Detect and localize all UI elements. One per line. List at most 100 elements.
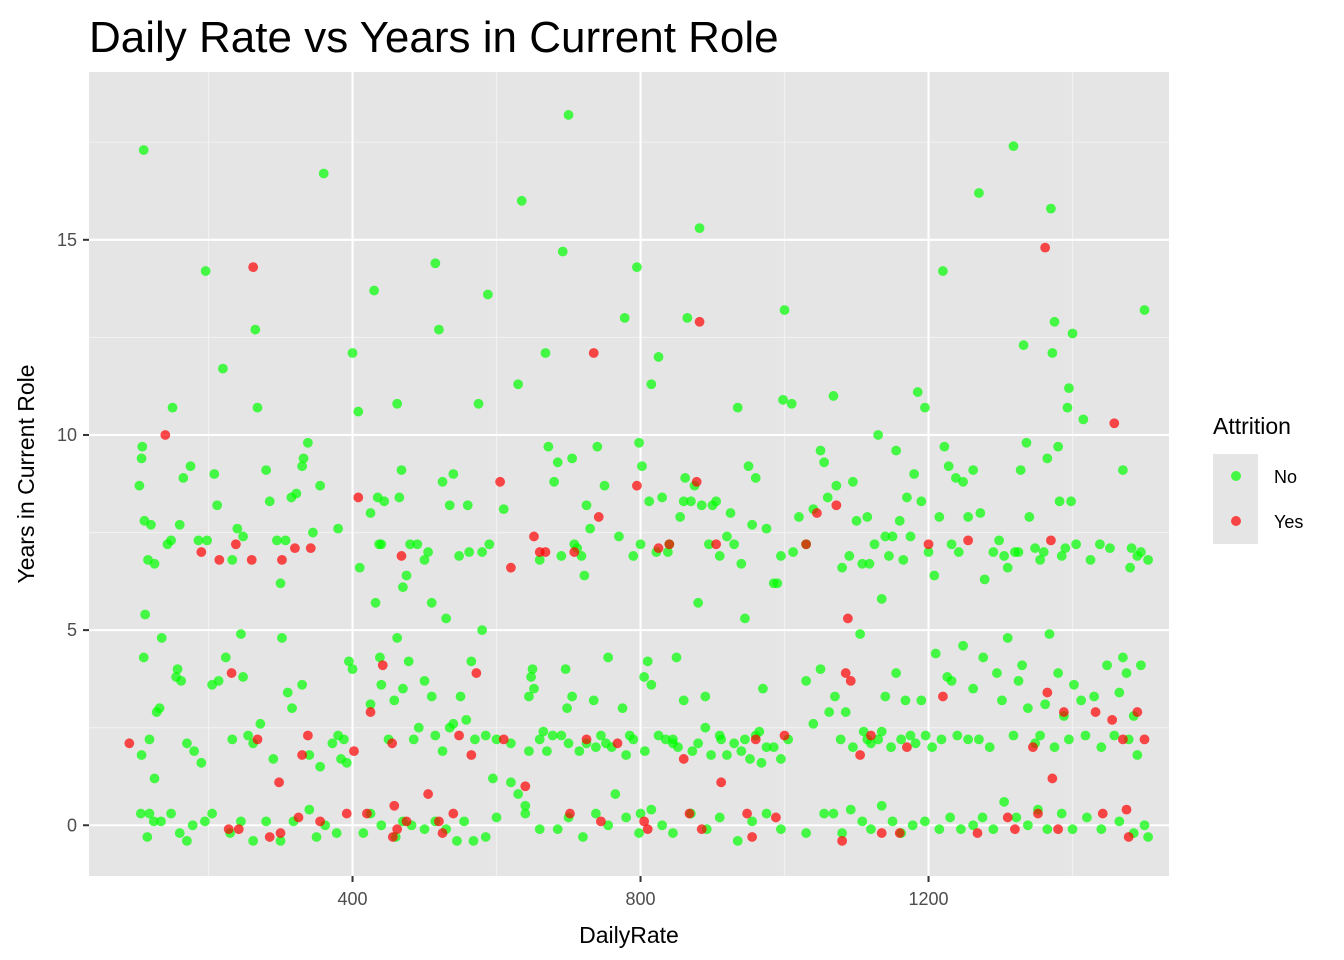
data-point-no — [880, 531, 891, 542]
data-point-no — [574, 746, 585, 757]
data-point-no — [905, 730, 916, 741]
data-point-no — [1143, 832, 1154, 842]
data-point-no — [736, 746, 747, 757]
data-point-no — [994, 535, 1004, 546]
data-point-no — [920, 816, 930, 827]
data-point-yes — [1040, 242, 1051, 253]
data-point-no — [880, 691, 891, 702]
data-point-no — [732, 835, 743, 846]
data-point-yes — [716, 777, 727, 788]
data-point-no — [1042, 824, 1053, 835]
data-point-no — [639, 672, 650, 682]
data-point-yes — [377, 660, 388, 671]
data-point-no — [452, 835, 462, 846]
data-point-yes — [596, 816, 606, 827]
data-point-no — [136, 453, 147, 464]
data-point-no — [776, 754, 786, 764]
data-point-no — [729, 539, 740, 550]
data-point-no — [729, 738, 740, 749]
data-point-no — [866, 738, 876, 749]
data-point-no — [419, 554, 430, 565]
data-point-no — [974, 734, 984, 745]
data-point-yes — [437, 828, 448, 838]
data-point-no — [358, 828, 369, 838]
data-point-no — [934, 824, 945, 835]
data-point-no — [304, 804, 315, 815]
data-point-yes — [750, 734, 761, 745]
data-point-no — [866, 824, 876, 835]
data-point-no — [619, 312, 630, 323]
data-point-no — [1076, 695, 1087, 706]
data-point-no — [1062, 402, 1073, 413]
data-point-no — [347, 664, 358, 675]
data-point-yes — [214, 554, 225, 565]
data-point-no — [1022, 820, 1033, 831]
data-point-yes — [248, 262, 259, 273]
x-tick-label: 1200 — [908, 889, 948, 909]
data-point-yes — [845, 675, 856, 686]
data-point-no — [869, 539, 880, 550]
data-point-no — [886, 742, 896, 753]
data-point-yes — [277, 554, 287, 565]
data-point-no — [174, 519, 185, 530]
data-point-yes — [448, 808, 459, 819]
data-point-yes — [434, 816, 444, 827]
data-point-no — [714, 551, 725, 561]
data-point-no — [401, 570, 412, 581]
data-point-no — [1044, 629, 1055, 639]
data-point-no — [617, 703, 628, 714]
data-point-yes — [1002, 812, 1013, 823]
data-point-no — [910, 738, 921, 749]
data-point-yes — [1118, 734, 1128, 745]
data-point-no — [556, 551, 567, 561]
data-point-no — [590, 808, 601, 819]
legend-swatch-yes — [1231, 516, 1241, 526]
data-point-no — [477, 547, 488, 557]
data-point-no — [526, 672, 536, 682]
data-point-no — [902, 492, 912, 503]
data-point-yes — [684, 808, 695, 819]
x-axis-title: DailyRate — [579, 922, 679, 948]
data-point-no — [142, 832, 153, 842]
data-point-no — [137, 441, 148, 452]
data-point-no — [936, 734, 947, 745]
data-point-no — [482, 289, 493, 300]
data-point-no — [1047, 348, 1058, 358]
data-point-no — [376, 679, 387, 690]
data-point-yes — [593, 512, 604, 522]
data-point-yes — [866, 730, 876, 741]
data-point-no — [166, 808, 176, 819]
data-point-no — [1126, 543, 1137, 554]
data-point-no — [736, 558, 747, 569]
data-point-no — [576, 551, 587, 561]
data-point-no — [1080, 730, 1091, 741]
data-point-no — [747, 816, 758, 827]
data-point-no — [920, 730, 931, 741]
data-point-no — [979, 574, 990, 585]
data-point-no — [1069, 679, 1079, 690]
data-point-no — [704, 539, 714, 550]
data-point-no — [711, 496, 722, 507]
data-point-no — [824, 707, 835, 717]
data-point-no — [876, 800, 887, 811]
data-point-yes — [401, 816, 412, 827]
data-point-no — [423, 547, 434, 557]
data-point-no — [579, 570, 590, 581]
data-point-no — [549, 476, 560, 487]
data-point-no — [722, 531, 732, 542]
data-point-yes — [252, 734, 263, 745]
data-point-no — [700, 722, 711, 733]
data-point-no — [603, 652, 614, 663]
data-point-no — [282, 687, 293, 698]
data-point-yes — [691, 476, 702, 487]
data-point-no — [498, 504, 509, 515]
data-point-no — [1002, 633, 1013, 643]
data-point-no — [864, 558, 875, 569]
data-point-no — [1085, 554, 1096, 565]
data-point-no — [148, 816, 159, 827]
data-point-no — [1038, 547, 1049, 557]
data-point-no — [167, 402, 178, 413]
data-point-no — [1018, 340, 1029, 351]
data-point-no — [311, 832, 322, 842]
data-point-yes — [302, 730, 313, 741]
